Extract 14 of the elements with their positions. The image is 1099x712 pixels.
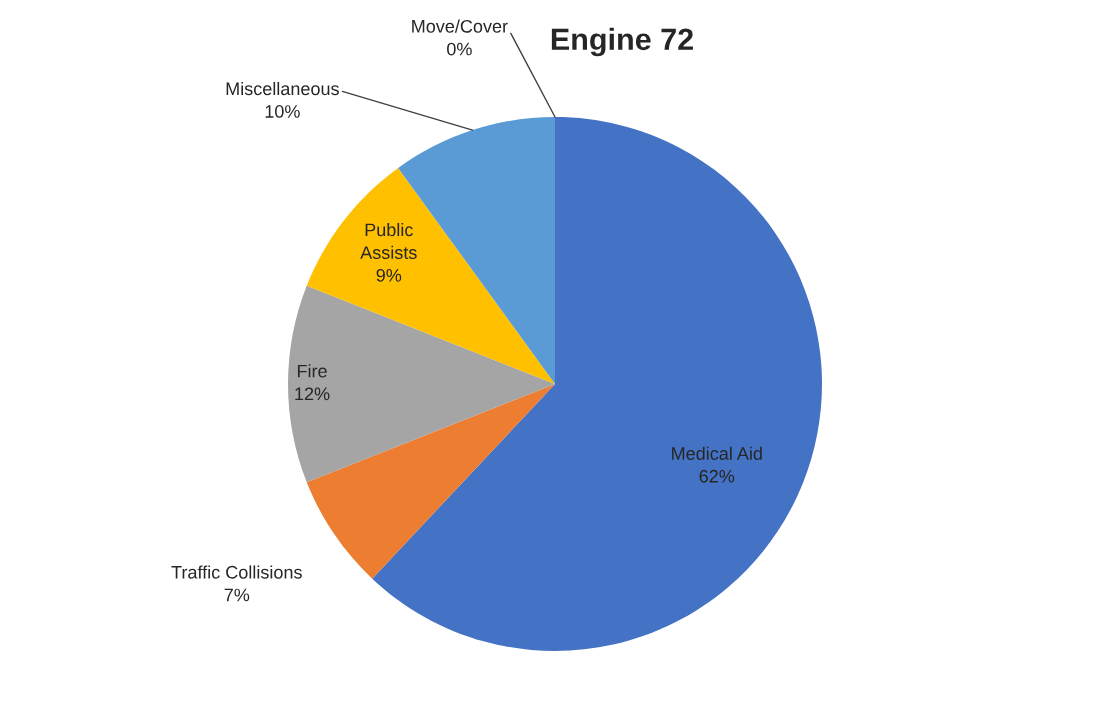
data-label: 9% [376,268,402,282]
slice-label: Medical Aid [672,446,762,460]
slice-label: Public Assists [360,223,417,259]
slice-label: Traffic Collisions [171,565,302,579]
data-label: 10% [265,105,300,118]
slice-label: Fire [297,364,327,378]
data-label: 62% [699,469,735,483]
data-label: 7% [224,588,250,602]
text: 0% [447,42,472,56]
chart-title: Engine 72 [551,27,693,57]
data-label: 12% [295,387,330,401]
category-label: Move/Cover [412,19,508,33]
pie-slice [288,285,555,483]
slice-label: Miscellaneous [226,81,339,96]
